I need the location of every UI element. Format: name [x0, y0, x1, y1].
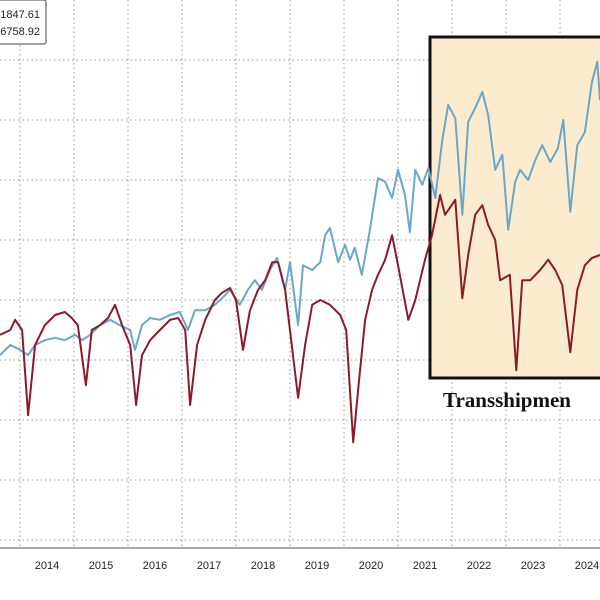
legend-value: 1847.61 — [0, 9, 40, 21]
series-line — [0, 60, 600, 357]
x-tick-label: 2020 — [359, 560, 383, 572]
x-axis-band — [0, 548, 600, 600]
x-tick-label: 2015 — [89, 560, 113, 572]
x-axis: 3201420152016201720182019202020212022202… — [35, 560, 600, 572]
x-tick-label: 2022 — [467, 560, 491, 572]
x-tick-label: 2021 — [413, 560, 437, 572]
legend-box — [0, 0, 47, 45]
x-tick-label: 2017 — [197, 560, 221, 572]
lines — [0, 60, 600, 444]
legend-value: 6758.92 — [0, 26, 40, 38]
x-tick-label: 2018 — [251, 560, 275, 572]
x-tick-label: 2016 — [143, 560, 167, 572]
annotation: Transshipmen — [443, 388, 571, 412]
x-tick-label: 2019 — [305, 560, 329, 572]
series-line — [0, 194, 600, 444]
x-tick-label: 2024 — [575, 560, 599, 572]
x-tick-label: 2014 — [35, 560, 59, 572]
x-tick-label: 2023 — [521, 560, 545, 572]
